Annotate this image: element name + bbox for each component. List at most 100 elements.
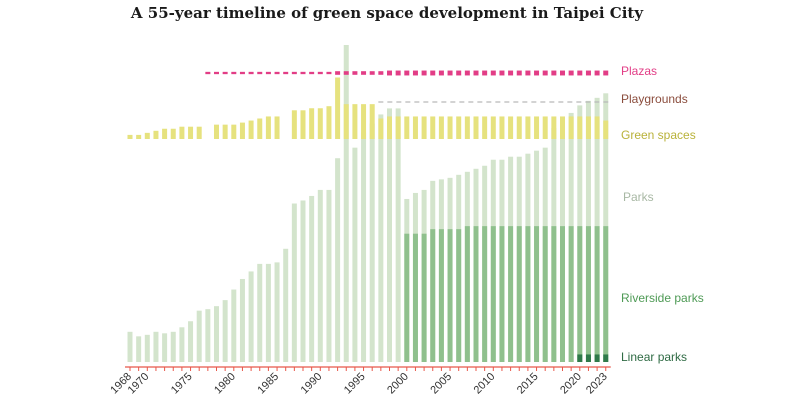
green-spaces-bar-1980 — [231, 124, 237, 139]
green-spaces-bar-2022 — [594, 116, 600, 139]
linear-parks-bar-2023 — [603, 354, 609, 362]
green-spaces-bar-2021 — [585, 116, 591, 139]
green-spaces-bar-1970 — [144, 132, 150, 139]
plazas-mark-2004 — [438, 70, 444, 76]
plazas-mark-1994 — [352, 71, 358, 75]
parks-bar-1980 — [231, 289, 237, 362]
legend-linear-parks: Linear parks — [621, 350, 687, 364]
green-spaces-bar-1982 — [248, 120, 254, 139]
plazas-mark-2003 — [430, 70, 436, 76]
riverside-parks-bar-2005 — [447, 229, 453, 362]
x-tick-label-2020: 2020 — [558, 371, 584, 397]
green-spaces-bar-1985 — [274, 116, 280, 139]
parks-bar-1976 — [196, 310, 202, 362]
green-spaces-bar-2009 — [482, 116, 488, 139]
green-spaces-bar-2011 — [499, 116, 505, 139]
riverside-parks-bar-2004 — [438, 229, 444, 362]
plazas-mark-2014 — [525, 70, 531, 76]
legend-plazas: Plazas — [621, 64, 657, 78]
linear-parks-bar-2021 — [585, 354, 591, 362]
parks-bar-1982 — [248, 271, 254, 362]
plazas-line — [205, 70, 609, 76]
plazas-mark-1984 — [265, 71, 271, 75]
riverside-parks-bar-2013 — [516, 226, 522, 362]
green-spaces-bar-1983 — [257, 118, 263, 139]
plazas-mark-1988 — [300, 71, 306, 75]
parks-bar-1986 — [283, 248, 289, 362]
green-spaces-bar-2018 — [560, 116, 565, 139]
plazas-mark-1991 — [326, 71, 332, 75]
green-spaces-bar-2019 — [568, 116, 574, 139]
green-spaces-bar-1991 — [326, 106, 332, 139]
x-tick-label-1995: 1995 — [342, 371, 368, 397]
parks-bar-1993 — [343, 45, 349, 362]
green-spaces-bar-1990 — [317, 108, 323, 139]
plazas-mark-2000 — [404, 70, 410, 76]
green-spaces-bar-2017 — [551, 116, 557, 139]
plazas-mark-1982 — [248, 71, 254, 75]
plazas-mark-2016 — [542, 70, 548, 76]
plazas-mark-2020 — [577, 70, 583, 76]
plazas-mark-2001 — [412, 70, 418, 76]
green-spaces-bar-2003 — [430, 116, 436, 139]
green-spaces-bars — [127, 77, 609, 139]
plazas-mark-1983 — [257, 71, 263, 75]
green-spaces-bar-1974 — [179, 126, 185, 139]
parks-bar-1981 — [239, 278, 245, 362]
parks-bar-1968 — [127, 331, 133, 362]
plazas-mark-2013 — [516, 70, 522, 76]
green-spaces-bar-2020 — [577, 116, 583, 139]
riverside-parks-bar-2009 — [482, 226, 488, 362]
plazas-mark-2018 — [560, 70, 565, 76]
green-spaces-bar-1972 — [162, 128, 168, 139]
riverside-parks-bar-2018 — [560, 226, 565, 362]
plazas-mark-2011 — [499, 70, 505, 76]
parks-bar-1997 — [378, 114, 384, 362]
parks-bar-1999 — [395, 108, 401, 363]
plazas-mark-2015 — [534, 70, 540, 76]
green-spaces-bar-1976 — [196, 126, 202, 139]
x-tick-label-2015: 2015 — [515, 371, 541, 397]
riverside-parks-bar-2007 — [464, 226, 470, 362]
green-spaces-bar-1987 — [291, 110, 297, 139]
plazas-mark-2010 — [490, 70, 496, 76]
green-spaces-bar-1999 — [395, 116, 401, 139]
plazas-mark-2008 — [473, 70, 479, 76]
riverside-parks-bar-2023 — [603, 226, 609, 362]
linear-parks-bars — [577, 354, 609, 362]
green-spaces-bar-2014 — [525, 116, 531, 139]
green-spaces-bar-1992 — [335, 77, 341, 139]
parks-bar-1975 — [188, 321, 194, 362]
plazas-mark-1981 — [239, 71, 245, 75]
parks-bar-1972 — [162, 333, 168, 362]
parks-bar-1983 — [257, 263, 263, 362]
x-tick-label-2005: 2005 — [428, 371, 454, 397]
parks-bar-1977 — [205, 309, 211, 362]
riverside-parks-bar-2008 — [473, 226, 479, 362]
plazas-mark-2006 — [456, 70, 462, 76]
plazas-mark-1997 — [378, 71, 384, 75]
plazas-mark-1996 — [369, 71, 375, 75]
legend-parks: Parks — [623, 190, 654, 204]
parks-bar-1979 — [222, 300, 228, 362]
green-spaces-bar-1979 — [222, 124, 228, 139]
green-spaces-bar-1984 — [265, 116, 271, 139]
linear-parks-bar-2022 — [594, 354, 600, 362]
parks-bar-1992 — [335, 158, 341, 362]
plazas-mark-2012 — [508, 70, 514, 76]
green-spaces-bar-2007 — [464, 116, 470, 139]
x-axis — [125, 366, 611, 371]
green-spaces-bar-1995 — [361, 104, 367, 139]
green-spaces-bar-1988 — [300, 110, 306, 139]
plazas-mark-2017 — [551, 70, 557, 76]
x-tick-label-1980: 1980 — [212, 371, 238, 397]
riverside-parks-bar-2011 — [499, 226, 505, 362]
riverside-parks-bar-2019 — [568, 226, 574, 362]
green-spaces-bar-2005 — [447, 116, 453, 139]
riverside-parks-bar-2016 — [542, 226, 548, 362]
green-spaces-bar-1989 — [309, 108, 315, 139]
plazas-mark-1999 — [395, 70, 401, 76]
green-spaces-bar-2008 — [473, 116, 479, 139]
